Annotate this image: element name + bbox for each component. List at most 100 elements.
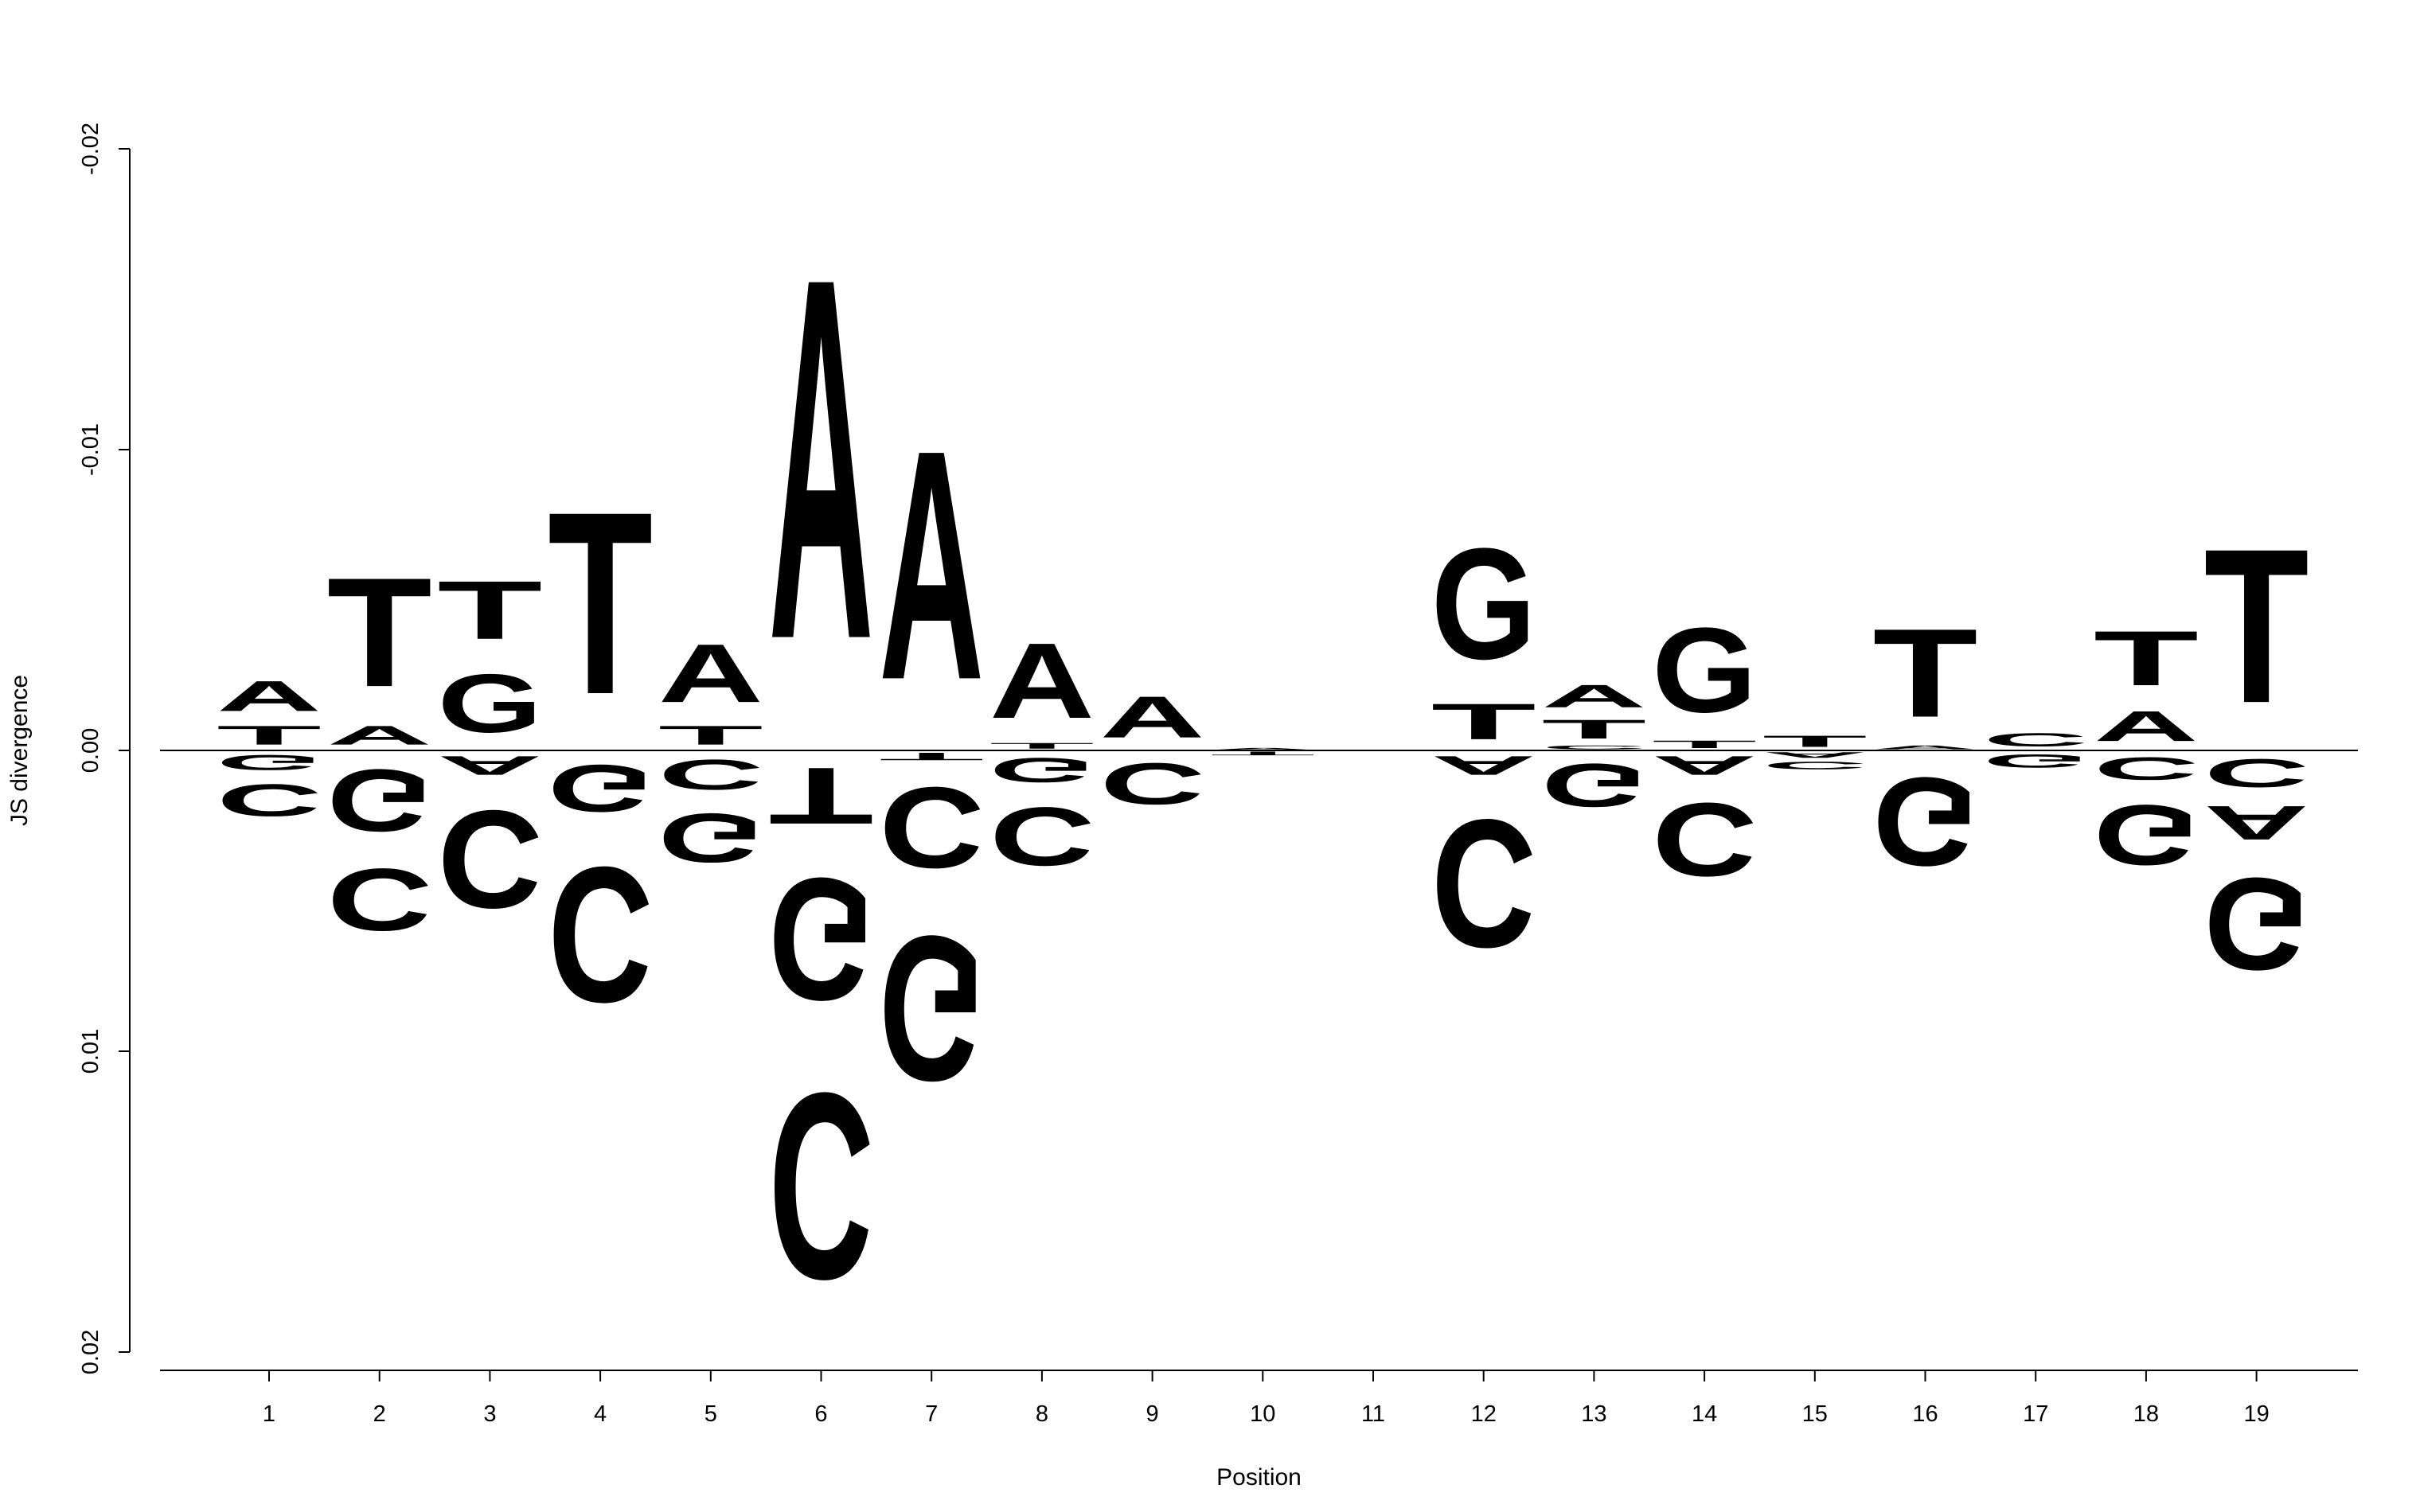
- svg-text:A: A: [879, 382, 984, 748]
- y-tick-label: -0.02: [78, 123, 103, 175]
- svg-text:A: A: [327, 720, 432, 750]
- x-tick-label: 15: [1802, 1401, 1828, 1427]
- logo-letter-a: A: [1431, 750, 1536, 781]
- x-tick-label: 1: [263, 1401, 275, 1427]
- svg-text:A: A: [1872, 744, 1977, 750]
- svg-text:A: A: [1210, 747, 1315, 750]
- logo-letter-t: T: [658, 720, 763, 750]
- svg-text:G: G: [2204, 851, 2309, 999]
- x-ticks: 1 2 3 4 5 6 7 8 9 10 11 12 13 14 15 16 17 18 19: [263, 1370, 2270, 1427]
- x-tick-label: 13: [1581, 1401, 1606, 1427]
- svg-text:A: A: [1100, 684, 1205, 750]
- x-tick-label: 19: [2243, 1401, 2269, 1427]
- logo-letter-t: T: [1762, 732, 1868, 750]
- logo-letter-g: G: [1541, 751, 1646, 820]
- x-tick-label: 16: [1912, 1401, 1938, 1427]
- logo-letter-c: C: [2094, 750, 2199, 786]
- svg-text:A: A: [1652, 750, 1757, 781]
- logo-letter-a: A: [2094, 702, 2199, 750]
- svg-text:G: G: [989, 750, 1095, 789]
- logo-letter-a: A: [989, 622, 1095, 741]
- logo-letter-t: T: [769, 751, 874, 841]
- svg-text:C: C: [2204, 750, 2309, 795]
- svg-text:G: G: [217, 750, 322, 774]
- logo-letter-c: C: [769, 1038, 874, 1335]
- logo-letter-a: A: [879, 382, 984, 748]
- svg-text:C: C: [879, 763, 984, 892]
- logo-letter-t: T: [1431, 693, 1536, 750]
- logo-letter-a: A: [327, 720, 432, 750]
- svg-text:G: G: [769, 842, 874, 1038]
- logo-letter-g: G: [769, 842, 874, 1038]
- logo-letter-a: A: [217, 672, 322, 720]
- svg-text:T: T: [769, 751, 874, 841]
- svg-text:A: A: [2094, 702, 2199, 750]
- svg-text:G: G: [548, 750, 653, 825]
- svg-text:T: T: [1431, 693, 1536, 750]
- svg-text:T: T: [658, 720, 763, 750]
- x-tick-label: 12: [1471, 1401, 1497, 1427]
- svg-text:G: G: [437, 657, 542, 750]
- logo-letter-c: C: [1100, 750, 1205, 816]
- logo-letter-g: G: [879, 893, 984, 1124]
- svg-text:G: G: [327, 750, 432, 849]
- svg-text:C: C: [327, 850, 432, 949]
- svg-text:G: G: [1541, 751, 1646, 820]
- logo-letter-t: T: [437, 563, 542, 657]
- logo-letter-a: A: [1541, 678, 1646, 714]
- svg-text:T: T: [1541, 714, 1646, 744]
- x-tick-label: 4: [594, 1401, 607, 1427]
- logo-letter-c: C: [879, 763, 984, 892]
- y-tick-label: -0.01: [78, 423, 103, 476]
- logo-letter-t: T: [2204, 502, 2309, 749]
- svg-text:T: T: [217, 720, 322, 750]
- x-tick-label: 9: [1146, 1401, 1159, 1427]
- logo-letter-g: G: [1873, 751, 1978, 893]
- logo-letter-g: G: [548, 750, 653, 825]
- logo-letter-g: G: [2094, 787, 2199, 883]
- logo-letter-a: A: [1210, 747, 1315, 750]
- logo-letter-t: T: [548, 458, 653, 749]
- logo-letter-t: T: [1210, 750, 1315, 757]
- logo-letter-a: A: [1872, 744, 1977, 750]
- y-tick-label: 0.01: [78, 1029, 103, 1074]
- x-tick-label: 3: [483, 1401, 496, 1427]
- svg-text:A: A: [217, 672, 322, 720]
- svg-text:T: T: [2204, 502, 2309, 749]
- svg-text:T: T: [989, 742, 1095, 750]
- logo-letter-c: C: [658, 750, 763, 799]
- logo-letter-g: G: [2204, 851, 2309, 999]
- logo-letter-a: A: [658, 626, 763, 719]
- svg-text:T: T: [437, 563, 542, 657]
- svg-text:A: A: [2204, 796, 2309, 850]
- svg-text:G: G: [879, 893, 984, 1124]
- x-tick-label: 17: [2023, 1401, 2048, 1427]
- logo-letter-c: C: [1431, 782, 1536, 987]
- logo-letter-a: A: [2204, 796, 2309, 850]
- svg-text:T: T: [1652, 738, 1757, 750]
- logo-letter-g: G: [437, 657, 542, 750]
- svg-text:T: T: [1873, 602, 1978, 743]
- logo-letter-g: G: [1983, 750, 2088, 772]
- svg-text:T: T: [1210, 750, 1315, 757]
- svg-text:T: T: [879, 750, 984, 762]
- logo-letter-c: C: [548, 827, 653, 1043]
- logo-letter-g: G: [989, 750, 1095, 789]
- svg-text:T: T: [327, 545, 432, 719]
- svg-text:C: C: [1541, 744, 1646, 750]
- logo-letter-c: C: [2204, 750, 2309, 795]
- logo-letters: TAGCATGCGTACTGCTACGATGCATCGTAGCACATTGACC…: [217, 170, 2309, 1335]
- svg-text:T: T: [548, 458, 653, 749]
- y-tick-label: 0.00: [78, 728, 103, 773]
- svg-text:A: A: [1431, 750, 1536, 781]
- logo-letter-g: G: [1431, 516, 1536, 693]
- x-tick-label: 8: [1036, 1401, 1048, 1427]
- svg-text:A: A: [769, 170, 874, 746]
- x-tick-label: 14: [1692, 1401, 1717, 1427]
- svg-text:C: C: [658, 750, 763, 799]
- x-tick-label: 7: [925, 1401, 938, 1427]
- logo-letter-c: C: [1541, 744, 1646, 750]
- logo-letter-t: T: [1541, 714, 1646, 744]
- logo-letter-t: T: [217, 720, 322, 750]
